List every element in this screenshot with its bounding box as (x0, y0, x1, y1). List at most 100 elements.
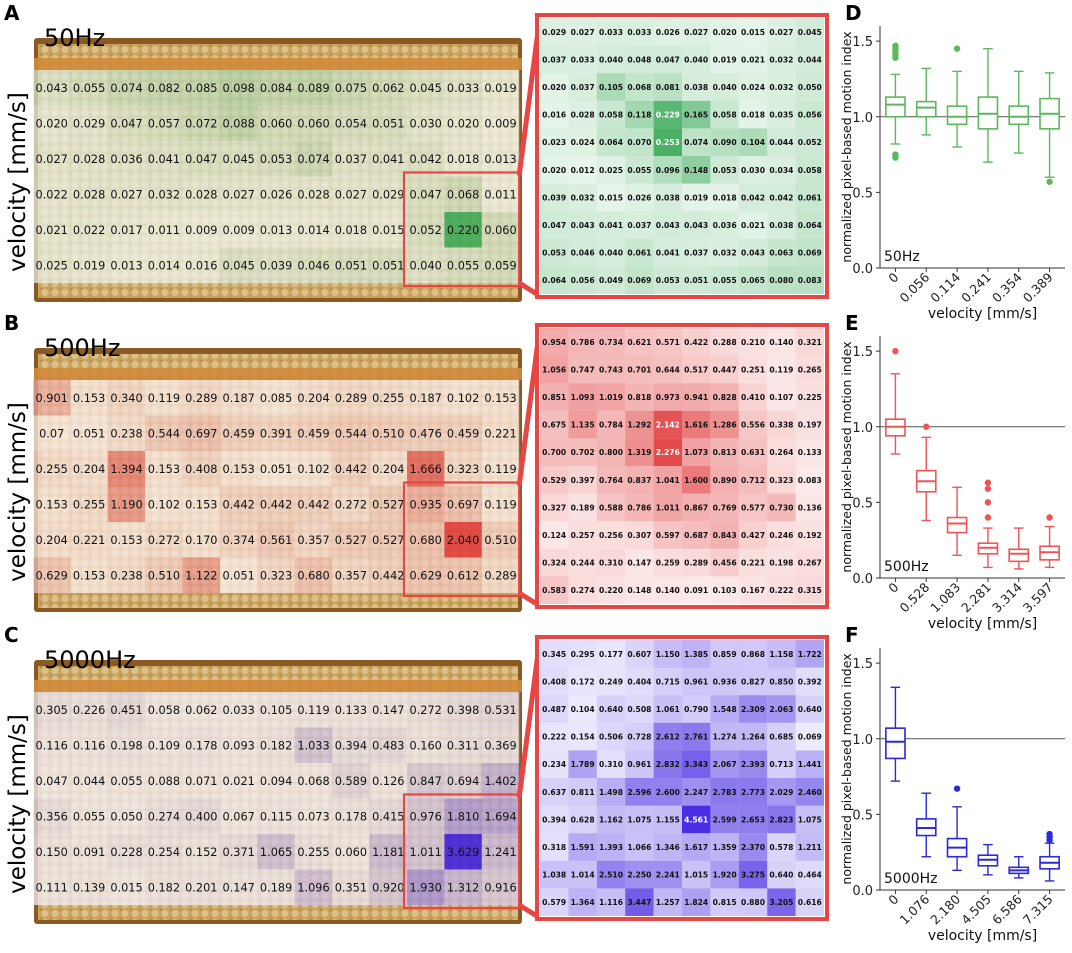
heatmap-cell (407, 522, 445, 558)
zoom-value: 0.026 (656, 28, 680, 37)
heatmap-cell-tint (369, 380, 407, 416)
heatmap-cell-tint (70, 247, 108, 283)
zoom-value: 0.220 (599, 586, 623, 595)
heatmap-value: 0.272 (335, 498, 367, 511)
zoom-cell (540, 45, 569, 74)
heatmap-value: 0.067 (223, 810, 255, 823)
heatmap-cell (33, 557, 71, 593)
frequency-title: 50Hz (44, 24, 105, 52)
heatmap-value: 0.060 (297, 117, 329, 130)
heatmap-value: 0.612 (447, 569, 479, 582)
zoom-value: 0.140 (769, 338, 793, 347)
zoom-cell (795, 18, 824, 46)
heatmap-cell-tint (182, 869, 220, 905)
zoom-cell (710, 438, 739, 466)
heatmap-value: 0.009 (185, 224, 217, 237)
heatmap-cell-tint (33, 798, 71, 834)
zoom-value: 0.027 (684, 28, 708, 37)
zoom-value: 0.033 (599, 28, 623, 37)
zoom-value: 0.259 (656, 559, 680, 568)
heatmap-value: 1.190 (110, 498, 142, 511)
heatmap-value: 0.027 (36, 153, 68, 166)
zoom-value: 3.447 (627, 898, 651, 907)
heatmap-cell-tint (257, 692, 295, 728)
heatmap-cell-tint (332, 727, 370, 763)
heatmap-cell-tint (332, 70, 370, 106)
heatmap-cell-tint (481, 763, 520, 799)
zoom-value: 0.786 (627, 503, 651, 512)
heatmap-value: 0.047 (185, 153, 217, 166)
zoom-cell (795, 128, 824, 156)
zoom-value: 0.040 (713, 83, 737, 92)
zoom-value: 1.041 (656, 476, 680, 485)
zoom-value: 0.015 (599, 193, 623, 202)
zoom-cell (682, 18, 711, 46)
zoom-cell (710, 128, 739, 156)
zoom-value: 1.038 (542, 871, 566, 880)
zoom-cell (795, 438, 824, 466)
heatmap-value: 0.153 (110, 534, 142, 547)
heatmap-value: 0.901 (36, 392, 68, 405)
heatmap-value: 0.119 (297, 704, 329, 717)
heatmap-cell (182, 415, 220, 451)
zoom-cell (540, 328, 569, 356)
zoom-cell (682, 860, 711, 889)
heatmap-cell (107, 70, 146, 106)
heatmap-value: 0.351 (335, 881, 367, 894)
zoom-value: 0.038 (656, 193, 680, 202)
zoom-cell (625, 695, 654, 723)
zoom-value: 0.044 (798, 55, 822, 64)
heatmap-cell-tint (257, 70, 295, 106)
heatmap-cell-tint (107, 834, 146, 870)
heatmap-cell-tint (257, 557, 295, 593)
zoom-cell (625, 548, 654, 577)
zoom-value: 2.276 (656, 448, 680, 457)
zoom-cell (653, 18, 682, 46)
heatmap-cell-tint (294, 557, 333, 593)
zoom-value: 0.019 (684, 193, 708, 202)
zoom-cell (596, 183, 626, 212)
heatmap-cell-tint (369, 692, 407, 728)
zoom-cell (653, 238, 682, 267)
heatmap-cell-tint (70, 557, 108, 593)
x-tick-label: 0.389 (1020, 269, 1056, 305)
heatmap-value: 0.531 (484, 704, 516, 717)
zoom-value: 0.868 (741, 650, 765, 659)
zoom-value: 0.307 (627, 531, 651, 540)
zoom-value: 0.058 (599, 111, 623, 120)
heatmap-value: 0.920 (372, 881, 404, 894)
zoom-cell (596, 833, 626, 861)
heatmap-value: 0.047 (36, 775, 68, 788)
heatmap-cell-tint (33, 522, 71, 558)
heatmap-cell-tint (444, 247, 482, 283)
heatmap-cell-tint (481, 176, 520, 212)
heatmap-cell-tint (145, 869, 183, 905)
zoom-cell (795, 238, 824, 267)
zoom-value: 0.051 (684, 276, 708, 285)
zoom-cell (596, 521, 626, 549)
zoom-cell (767, 128, 796, 156)
zoom-value: 0.015 (741, 28, 765, 37)
heatmap-cell (407, 557, 445, 593)
box (915, 100, 937, 118)
heatmap-cell-tint (182, 176, 220, 212)
zoom-value: 0.043 (684, 221, 708, 230)
zoom-value: 0.030 (741, 166, 765, 175)
zoom-cell (682, 667, 711, 696)
heatmap-value: 0.057 (148, 117, 180, 130)
heatmap-cell-tint (332, 869, 370, 905)
zoom-value: 0.408 (542, 677, 566, 686)
zoom-value: 0.056 (571, 276, 595, 285)
heatmap-cell-tint (182, 798, 220, 834)
zoom-cell (682, 466, 711, 494)
heatmap-value: 0.153 (185, 498, 217, 511)
zoom-value: 0.310 (599, 760, 623, 769)
zoom-cell (568, 722, 597, 751)
heatmap-value: 0.272 (410, 704, 442, 717)
heatmap-cell-tint (369, 105, 407, 141)
zoom-value: 0.637 (542, 788, 566, 797)
heatmap-cell-tint (294, 798, 333, 834)
heatmap-cell-tint (145, 798, 183, 834)
zoom-value: 0.338 (769, 421, 793, 430)
